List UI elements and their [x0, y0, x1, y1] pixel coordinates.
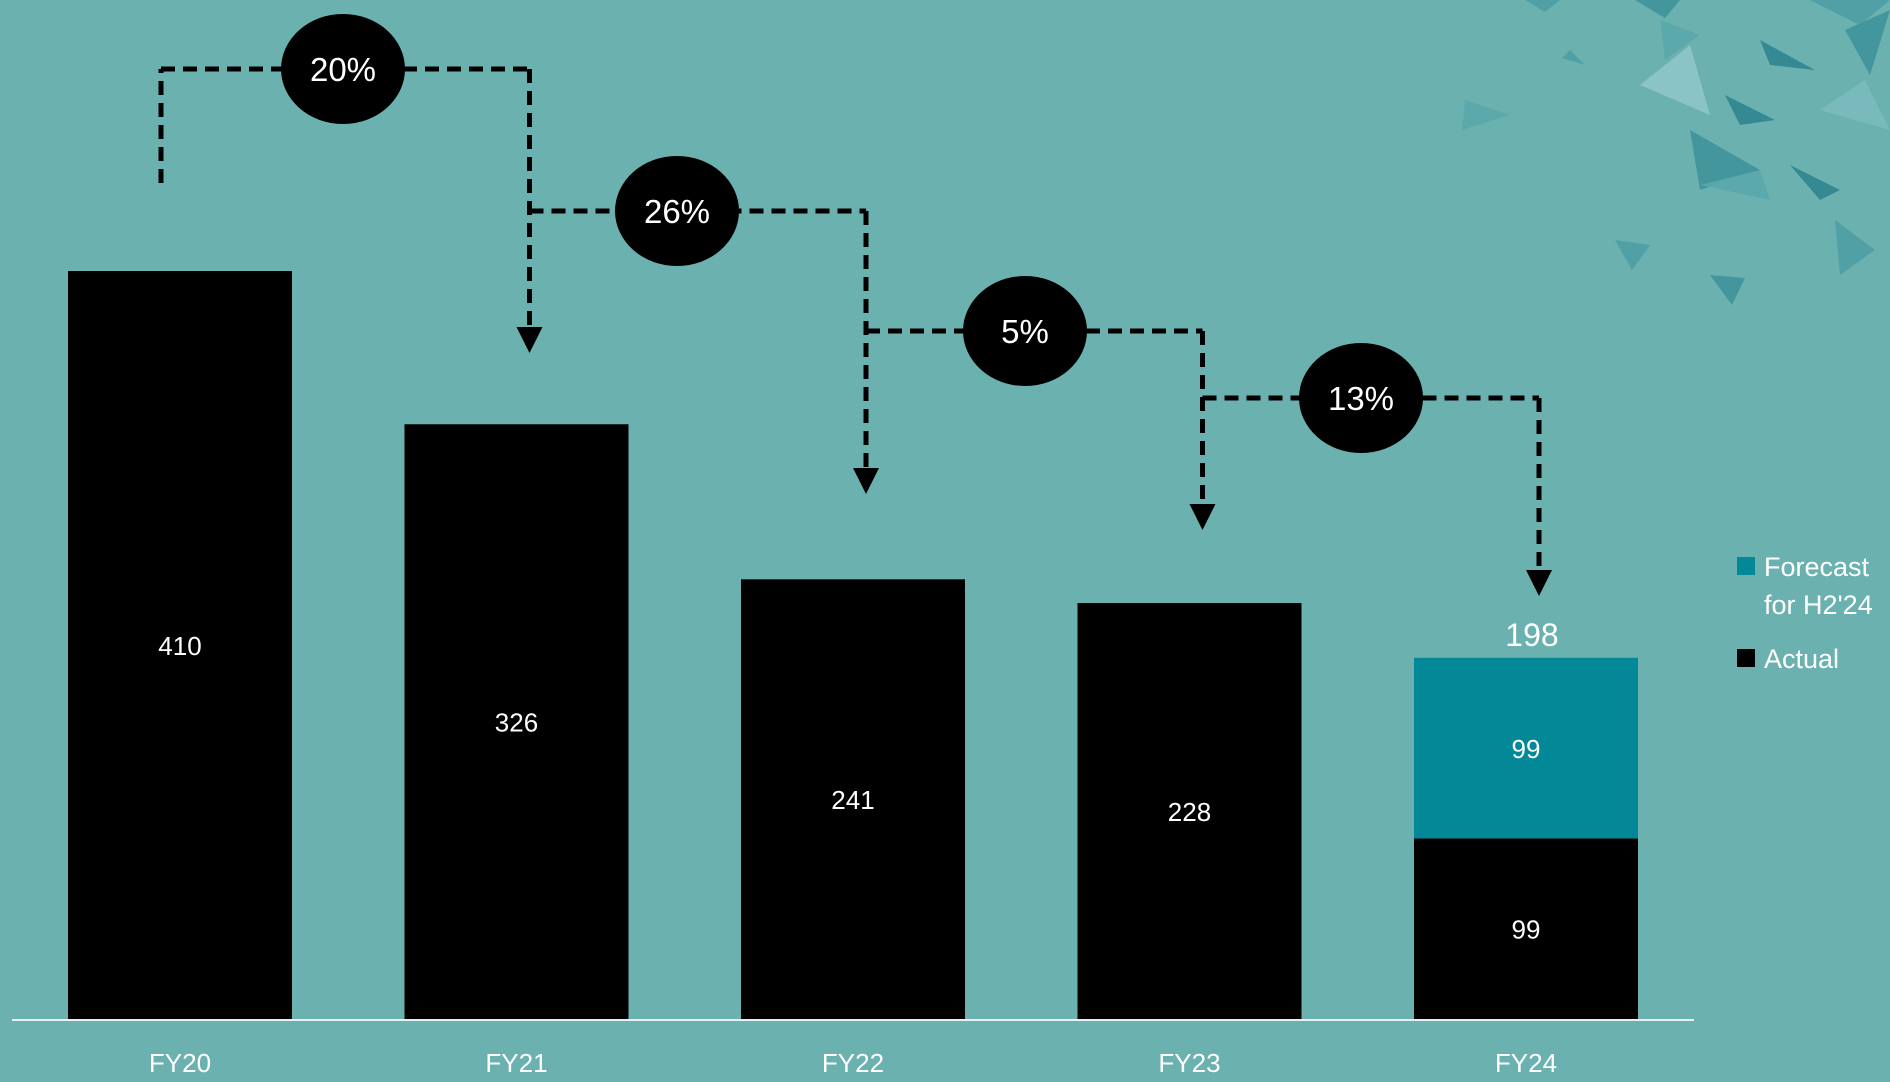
decor-triangle: [1810, 0, 1890, 25]
bar-label-actual-fy22: 241: [831, 785, 874, 815]
arrow-down-icon: [516, 327, 543, 353]
decor-triangle: [1760, 40, 1815, 70]
decor-triangle: [1462, 100, 1510, 130]
change-bubble-4: [1299, 343, 1423, 453]
decor-triangle: [1820, 80, 1890, 130]
legend-label-actual: Actual: [1764, 644, 1839, 674]
bar-actual-fy20: [68, 271, 292, 1019]
decor-triangle: [1710, 275, 1745, 305]
legend-label-forecast-line2: for H2'24: [1764, 590, 1873, 620]
decor-triangle: [1635, 0, 1680, 18]
arrow-down-icon: [1189, 504, 1216, 530]
bar-label-actual-fy24: 99: [1512, 915, 1541, 945]
x-tick-label-fy23: FY23: [1158, 1048, 1220, 1077]
bar-actual-fy22: [741, 579, 965, 1019]
decor-triangle: [1725, 95, 1775, 125]
change-bubble-3: [963, 276, 1087, 386]
change-bubble-2: [615, 156, 739, 266]
change-label-4: 13%: [1328, 380, 1394, 417]
decor-triangle: [1615, 240, 1650, 270]
bar-label-forecast-fy24: 99: [1512, 734, 1541, 764]
bar-label-actual-fy23: 228: [1168, 797, 1211, 827]
bar-label-actual-fy21: 326: [495, 708, 538, 738]
arrow-down-icon: [853, 468, 879, 494]
x-tick-label-fy20: FY20: [149, 1048, 211, 1077]
arrow-down-icon: [1526, 570, 1552, 596]
decor-triangle: [1660, 20, 1700, 60]
decor-triangle: [1525, 0, 1560, 12]
bar-actual-fy21: [404, 424, 629, 1019]
legend-swatch-forecast: [1737, 557, 1755, 575]
change-label-3: 5%: [1001, 313, 1049, 350]
bar-forecast-fy24: [1414, 657, 1638, 839]
bars-group: 410 326 241 228 99 99 198: [68, 271, 1638, 1019]
change-connectors-group: 20% 26% 5% 13%: [158, 14, 1552, 596]
change-bubble-1: [281, 14, 405, 124]
bar-total-label-fy24: 198: [1505, 617, 1558, 653]
change-label-1: 20%: [310, 51, 376, 88]
change-label-2: 26%: [644, 193, 710, 230]
decor-triangle: [1700, 170, 1770, 200]
decorative-triangles: [1462, 0, 1890, 305]
decor-triangle: [1790, 165, 1840, 200]
x-tick-labels-group: FY20 FY21 FY22 FY23 FY24: [149, 1048, 1557, 1078]
decor-triangle: [1835, 220, 1875, 275]
bar-actual-fy24: [1414, 838, 1638, 1019]
legend-swatch-actual: [1737, 649, 1755, 667]
decor-triangle: [1640, 45, 1710, 115]
bar-actual-fy23: [1077, 603, 1302, 1019]
legend-label-forecast-line1: Forecast: [1764, 552, 1870, 582]
x-tick-label-fy24: FY24: [1495, 1048, 1557, 1077]
bar-label-actual-fy20: 410: [158, 631, 201, 661]
decor-triangle: [1845, 10, 1890, 75]
x-tick-label-fy22: FY22: [822, 1048, 884, 1077]
legend: Forecast for H2'24 Actual: [1737, 552, 1873, 674]
x-tick-label-fy21: FY21: [485, 1048, 547, 1077]
decor-triangle: [1562, 50, 1585, 65]
